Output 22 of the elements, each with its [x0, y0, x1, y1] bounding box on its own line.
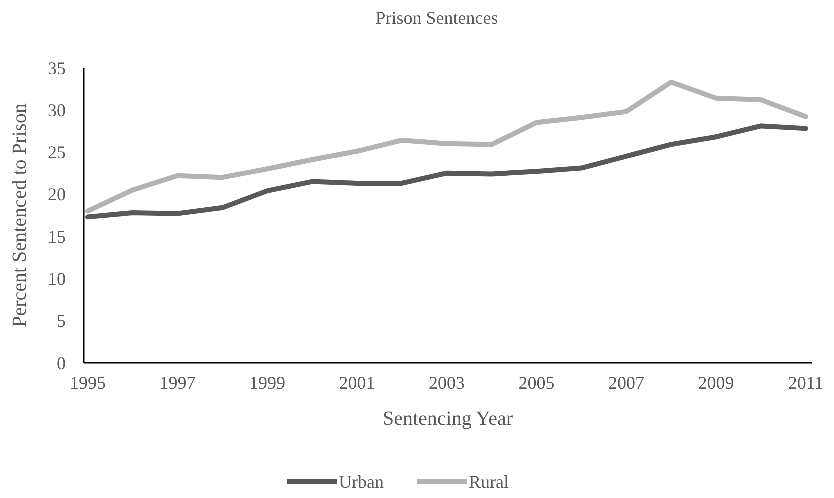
legend-label: Urban: [339, 472, 384, 492]
x-tick-label: 2001: [339, 373, 376, 393]
y-tick-label: 5: [57, 311, 66, 332]
x-tick-label: 1997: [160, 373, 196, 393]
y-tick-label: 15: [48, 226, 66, 247]
x-tick-label: 1999: [250, 373, 286, 393]
y-tick-label: 25: [48, 142, 66, 163]
y-axis-title: Percent Sentenced to Prison: [9, 104, 31, 328]
x-tick-label: 2003: [429, 373, 465, 393]
x-tick-label: 2007: [608, 373, 644, 393]
x-axis-title: Sentencing Year: [383, 408, 514, 430]
y-tick-label: 10: [48, 269, 66, 290]
y-tick-label: 0: [57, 353, 66, 374]
x-tick-label: 2009: [698, 373, 734, 393]
x-tick-label: 2011: [788, 373, 824, 393]
y-tick-label: 30: [48, 100, 66, 120]
y-tick-label: 20: [48, 184, 66, 205]
x-tick-label: 2005: [518, 373, 555, 393]
chart-title: Prison Sentences: [376, 8, 498, 28]
legend-label: Rural: [469, 472, 509, 492]
y-tick-label: 35: [48, 58, 66, 78]
x-tick-label: 1995: [70, 373, 106, 393]
